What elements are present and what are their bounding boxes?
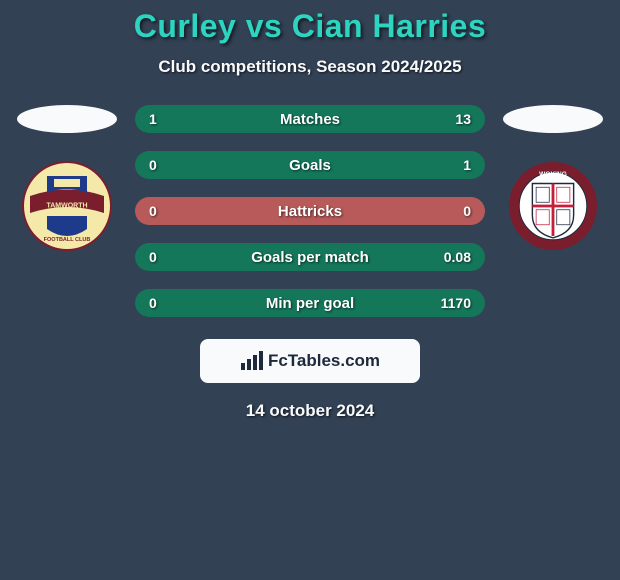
stat-label: Matches [280,111,340,128]
site-badge[interactable]: FcTables.com [200,339,420,383]
stat-left-value: 1 [149,111,157,127]
stat-bar: 0 Goals per match 0.08 [135,243,485,271]
stat-left-value: 0 [149,295,157,311]
stat-right-value: 1 [463,157,471,173]
right-team-badge: WOKING [508,161,598,251]
subtitle: Club competitions, Season 2024/2025 [0,57,620,77]
stat-right-value: 0 [463,203,471,219]
site-name: FcTables.com [268,351,380,371]
stat-bar: 0 Hattricks 0 [135,197,485,225]
stat-bar: 1 Matches 13 [135,105,485,133]
woking-badge-icon: WOKING [508,158,598,254]
stat-right-value: 13 [455,111,471,127]
comparison-card: Curley vs Cian Harries Club competitions… [0,0,620,421]
svg-text:TAMWORTH: TAMWORTH [46,203,87,210]
right-player-oval [503,105,603,133]
stat-label: Goals [289,157,331,174]
stat-right-value: 1170 [441,295,471,311]
stat-left-value: 0 [149,157,157,173]
left-team-badge: TAMWORTH FOOTBALL CLUB [22,161,112,251]
left-player-oval [17,105,117,133]
right-side: WOKING [503,105,603,251]
stat-label: Min per goal [266,295,354,312]
comparison-body: TAMWORTH FOOTBALL CLUB 1 Matches 13 0 Goals 1… [0,105,620,317]
svg-text:FOOTBALL CLUB: FOOTBALL CLUB [44,237,91,243]
stats-bars: 1 Matches 13 0 Goals 1 0 Hattricks 0 0 Goals per m… [135,105,485,317]
stat-bar: 0 Min per goal 1170 [135,289,485,317]
date-label: 14 october 2024 [0,401,620,421]
page-title: Curley vs Cian Harries [0,8,620,45]
stat-left-value: 0 [149,249,157,265]
bar-chart-icon [240,351,264,371]
left-side: TAMWORTH FOOTBALL CLUB [17,105,117,251]
stat-label: Hattricks [278,203,342,220]
svg-text:WOKING: WOKING [539,171,567,178]
tamworth-badge-icon: TAMWORTH FOOTBALL CLUB [22,161,112,251]
stat-left-value: 0 [149,203,157,219]
stat-right-value: 0.08 [444,249,471,265]
stat-label: Goals per match [251,249,369,266]
stat-bar: 0 Goals 1 [135,151,485,179]
